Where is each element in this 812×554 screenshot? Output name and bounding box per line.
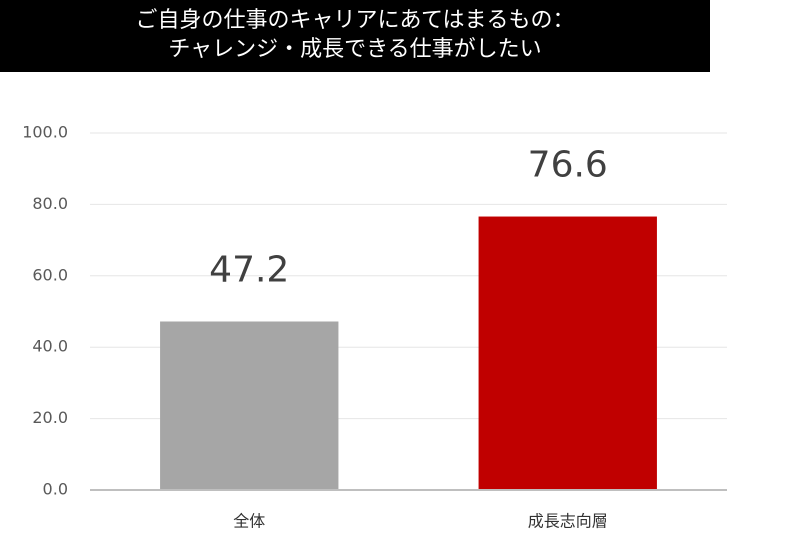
data-label: 76.6	[528, 145, 608, 186]
bar	[160, 321, 339, 490]
y-tick-label: 100.0	[22, 123, 68, 142]
x-tick-label: 全体	[233, 512, 265, 531]
chart-title: チャレンジ・成長できる仕事がしたい	[168, 37, 541, 62]
y-tick-label: 60.0	[32, 265, 68, 284]
title-box	[0, 0, 710, 72]
data-label: 47.2	[209, 249, 289, 290]
chart-title: ご自身の仕事のキャリアにあてはまるもの：	[135, 8, 574, 33]
y-tick-label: 20.0	[32, 408, 68, 427]
x-tick-label: 成長志向層	[528, 512, 608, 531]
y-tick-label: 80.0	[32, 194, 68, 213]
bar	[478, 216, 657, 490]
y-tick-label: 0.0	[43, 480, 68, 499]
y-tick-label: 40.0	[32, 337, 68, 356]
